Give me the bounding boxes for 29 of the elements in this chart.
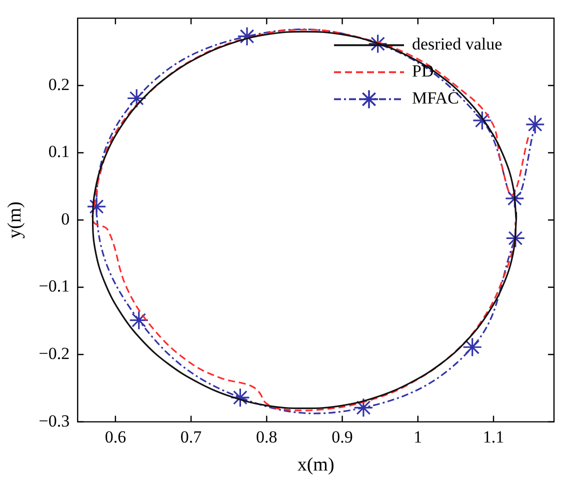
x-tick-label: 0.9 (332, 427, 353, 446)
point (472, 110, 492, 130)
point (237, 26, 257, 46)
point (525, 114, 545, 134)
point (462, 337, 482, 357)
y-axis-title: y(m) (4, 202, 26, 238)
point (129, 310, 149, 330)
point (368, 34, 388, 54)
point (86, 196, 106, 216)
legend-label: MFAC (412, 88, 459, 108)
x-tick-label: 0.7 (180, 427, 202, 446)
y-tick-label: 0.1 (48, 142, 70, 162)
y-tick-label: −0.3 (38, 411, 70, 430)
legend-label: desried value (412, 34, 502, 54)
y-tick-label: −0.1 (38, 276, 70, 296)
y-tick-label: −0.2 (38, 344, 70, 363)
x-tick-label: 0.8 (256, 427, 278, 446)
x-tick-label: 0.6 (104, 427, 126, 446)
y-tick-label: 0.2 (48, 74, 70, 94)
y-tick-label: 0 (61, 209, 70, 228)
point (504, 188, 524, 208)
x-axis-title: x(m) (297, 454, 334, 476)
point (230, 388, 250, 408)
point (506, 228, 526, 248)
legend-label: PD (412, 62, 434, 81)
x-tick-label: 1 (414, 427, 422, 446)
x-tick-label: 1.1 (482, 427, 504, 446)
point (354, 398, 374, 418)
point (126, 88, 146, 108)
